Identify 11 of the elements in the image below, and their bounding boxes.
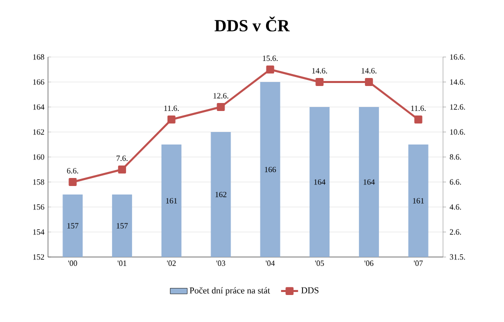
point xyxy=(118,166,126,174)
point xyxy=(364,78,373,86)
point xyxy=(266,66,274,74)
point xyxy=(414,116,422,124)
point xyxy=(68,178,77,186)
legend-label: DDS xyxy=(301,287,318,294)
point xyxy=(316,78,324,86)
point xyxy=(216,103,225,111)
point xyxy=(167,116,176,124)
legend-label: Počet dní práce na stát xyxy=(190,287,270,296)
chart-title: DDS v ČR xyxy=(214,16,290,32)
